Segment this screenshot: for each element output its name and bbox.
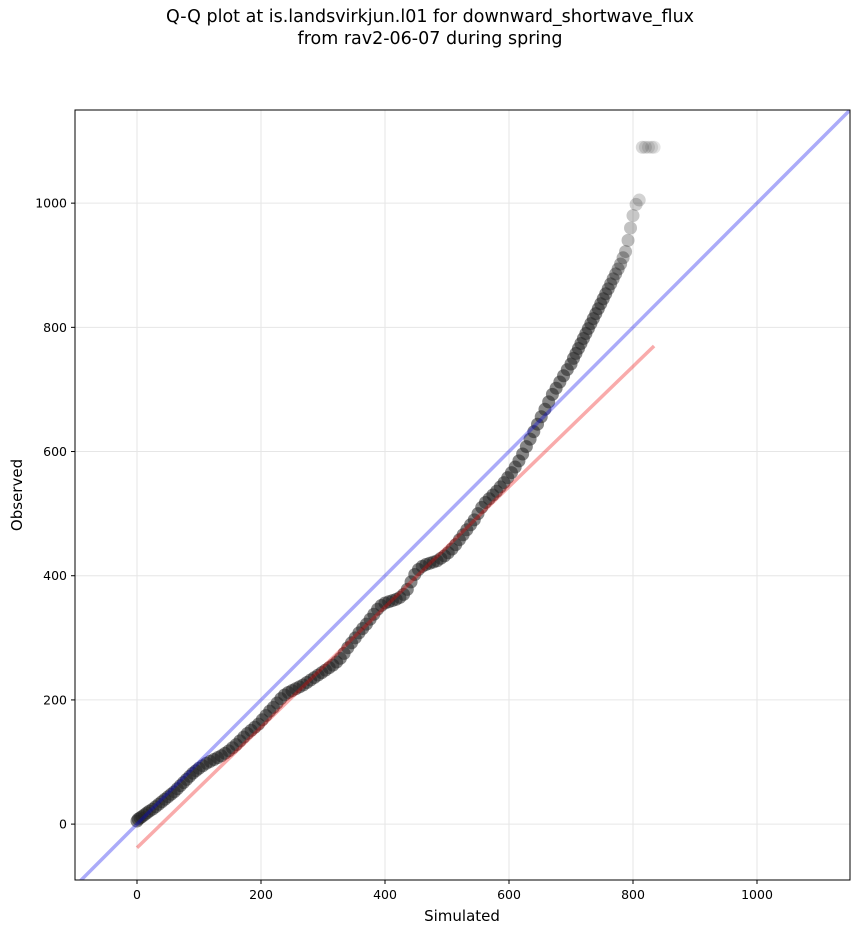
chart-title-line1: Q-Q plot at is.landsvirkjun.l01 for down… bbox=[165, 7, 695, 27]
data-point bbox=[647, 140, 661, 154]
data-point bbox=[632, 193, 646, 207]
data-point bbox=[629, 197, 643, 211]
y-tick-label: 1000 bbox=[35, 196, 67, 211]
data-point bbox=[635, 140, 649, 154]
data-point bbox=[601, 282, 615, 296]
data-point bbox=[614, 257, 628, 271]
data-point bbox=[645, 140, 659, 154]
fit-line bbox=[135, 344, 656, 849]
chart-subtitle: from rav2-06-07 during spring bbox=[297, 29, 563, 49]
y-tick-label: 200 bbox=[43, 692, 67, 707]
y-tick-label: 800 bbox=[43, 320, 67, 335]
data-point bbox=[616, 251, 630, 265]
data-layer bbox=[78, 110, 850, 880]
x-tick-label: 0 bbox=[133, 887, 141, 902]
identity-line bbox=[78, 110, 850, 880]
x-axis-label: Simulated bbox=[424, 907, 500, 925]
data-point bbox=[609, 267, 623, 281]
y-axis-label: Observed bbox=[8, 459, 26, 531]
y-tick-label: 400 bbox=[43, 568, 67, 583]
data-point bbox=[621, 233, 635, 247]
data-point bbox=[606, 272, 620, 286]
ticks: 0 200 400 600 800 1000 0 200 400 600 800 1000 bbox=[35, 196, 773, 902]
x-tick-label: 400 bbox=[373, 887, 397, 902]
chart-title: Q-Q plot at is.landsvirkjun.l01 for down… bbox=[0, 6, 860, 50]
x-tick-label: 1000 bbox=[741, 887, 773, 902]
x-tick-label: 200 bbox=[249, 887, 273, 902]
plot-frame bbox=[74, 109, 851, 881]
data-point bbox=[642, 140, 655, 154]
x-tick-label: 800 bbox=[621, 887, 645, 902]
x-tick-label: 600 bbox=[497, 887, 521, 902]
data-point bbox=[626, 209, 640, 223]
y-tick-label: 0 bbox=[59, 817, 67, 832]
grid bbox=[75, 110, 850, 880]
data-point bbox=[624, 221, 638, 235]
y-tick-label: 600 bbox=[43, 444, 67, 459]
data-point bbox=[619, 245, 633, 259]
data-point bbox=[611, 262, 625, 276]
data-point bbox=[638, 140, 652, 154]
data-point bbox=[604, 277, 618, 291]
